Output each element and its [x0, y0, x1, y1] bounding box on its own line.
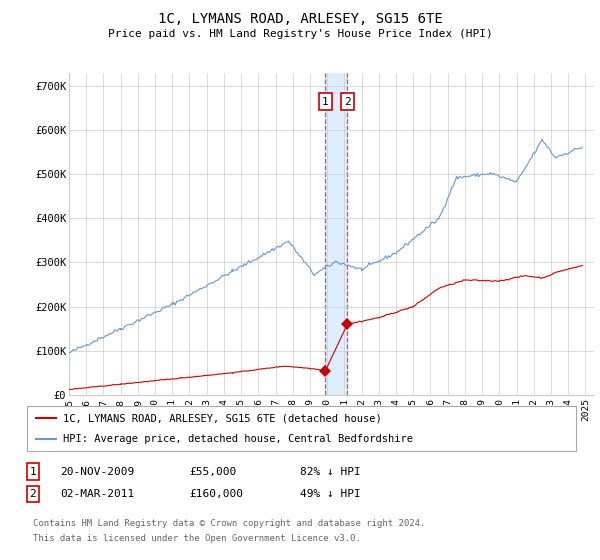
Text: This data is licensed under the Open Government Licence v3.0.: This data is licensed under the Open Gov…: [33, 534, 361, 543]
Text: 02-MAR-2011: 02-MAR-2011: [60, 489, 134, 499]
Text: 2: 2: [29, 489, 37, 499]
Text: 1: 1: [29, 466, 37, 477]
Text: 1: 1: [322, 97, 329, 107]
Text: 1C, LYMANS ROAD, ARLESEY, SG15 6TE (detached house): 1C, LYMANS ROAD, ARLESEY, SG15 6TE (deta…: [62, 413, 382, 423]
Text: £55,000: £55,000: [189, 466, 236, 477]
Text: £160,000: £160,000: [189, 489, 243, 499]
Text: 1C, LYMANS ROAD, ARLESEY, SG15 6TE: 1C, LYMANS ROAD, ARLESEY, SG15 6TE: [158, 12, 442, 26]
Bar: [325, 73, 347, 395]
Text: Contains HM Land Registry data © Crown copyright and database right 2024.: Contains HM Land Registry data © Crown c…: [33, 519, 425, 528]
Text: Price paid vs. HM Land Registry's House Price Index (HPI): Price paid vs. HM Land Registry's House …: [107, 29, 493, 39]
Text: 82% ↓ HPI: 82% ↓ HPI: [300, 466, 361, 477]
Text: 49% ↓ HPI: 49% ↓ HPI: [300, 489, 361, 499]
Text: 2: 2: [344, 97, 351, 107]
Text: HPI: Average price, detached house, Central Bedfordshire: HPI: Average price, detached house, Cent…: [62, 433, 413, 444]
Text: 20-NOV-2009: 20-NOV-2009: [60, 466, 134, 477]
